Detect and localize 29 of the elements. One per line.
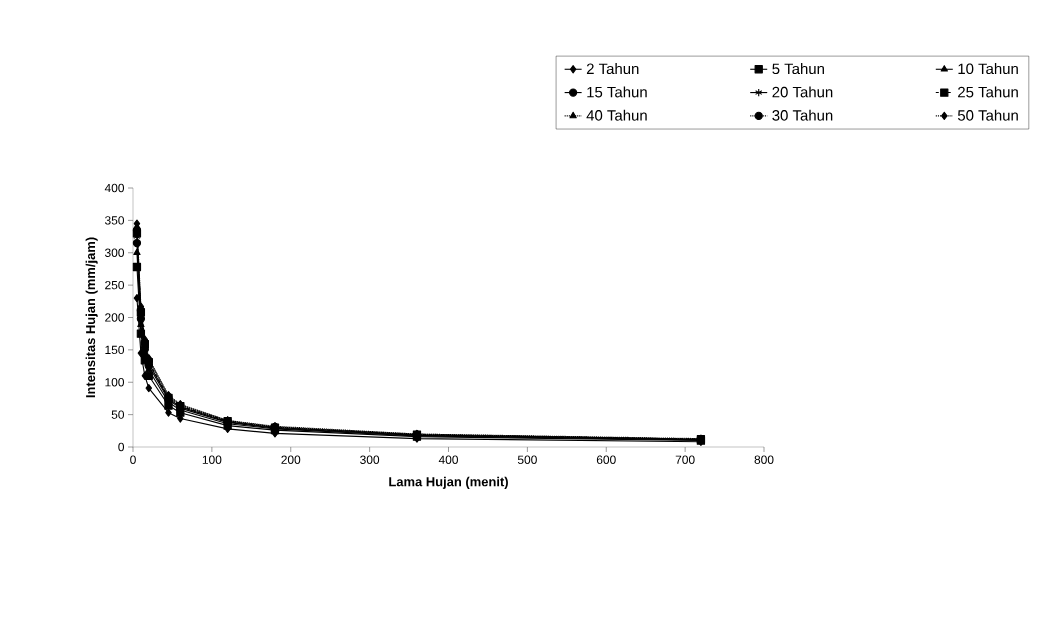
y-tick-label: 0 [118,442,125,452]
x-axis-title: Lama Hujan (menit) [389,476,508,489]
y-tick-label: 350 [104,216,125,225]
legend-label: 20 Tahun [772,86,833,98]
y-tick-label: 200 [105,313,125,322]
x-tick-label: 400 [438,455,459,464]
y-axis-title: Intensitas Hujan (mm/jam) [85,237,98,398]
legend-label: 30 Tahun [772,109,833,121]
x-tick-label: 800 [754,455,774,464]
legend-label: 40 Tahun [586,109,647,121]
x-tick-label: 600 [596,455,616,464]
y-tick-label: 50 [111,410,125,419]
x-tick-label: 0 [130,455,136,464]
legend-label: 50 Tahun [957,109,1018,121]
legend-label: 5 Tahun [772,63,824,75]
x-tick-label: 300 [360,455,380,464]
x-tick-label: 100 [202,455,222,464]
legend-label: 10 Tahun [958,63,1018,75]
legend-label: 25 Tahun [958,86,1018,98]
y-tick-label: 400 [104,183,125,193]
x-tick-label: 700 [675,455,695,464]
y-tick-label: 250 [105,280,125,290]
legend-label: 2 Tahun [586,63,639,75]
x-tick-label: 200 [281,455,301,464]
x-tick-label: 500 [517,455,537,464]
y-tick-label: 150 [105,345,125,355]
legend-label: 15 Tahun [587,86,647,98]
y-tick-label: 300 [104,248,125,257]
y-tick-label: 100 [105,378,125,387]
